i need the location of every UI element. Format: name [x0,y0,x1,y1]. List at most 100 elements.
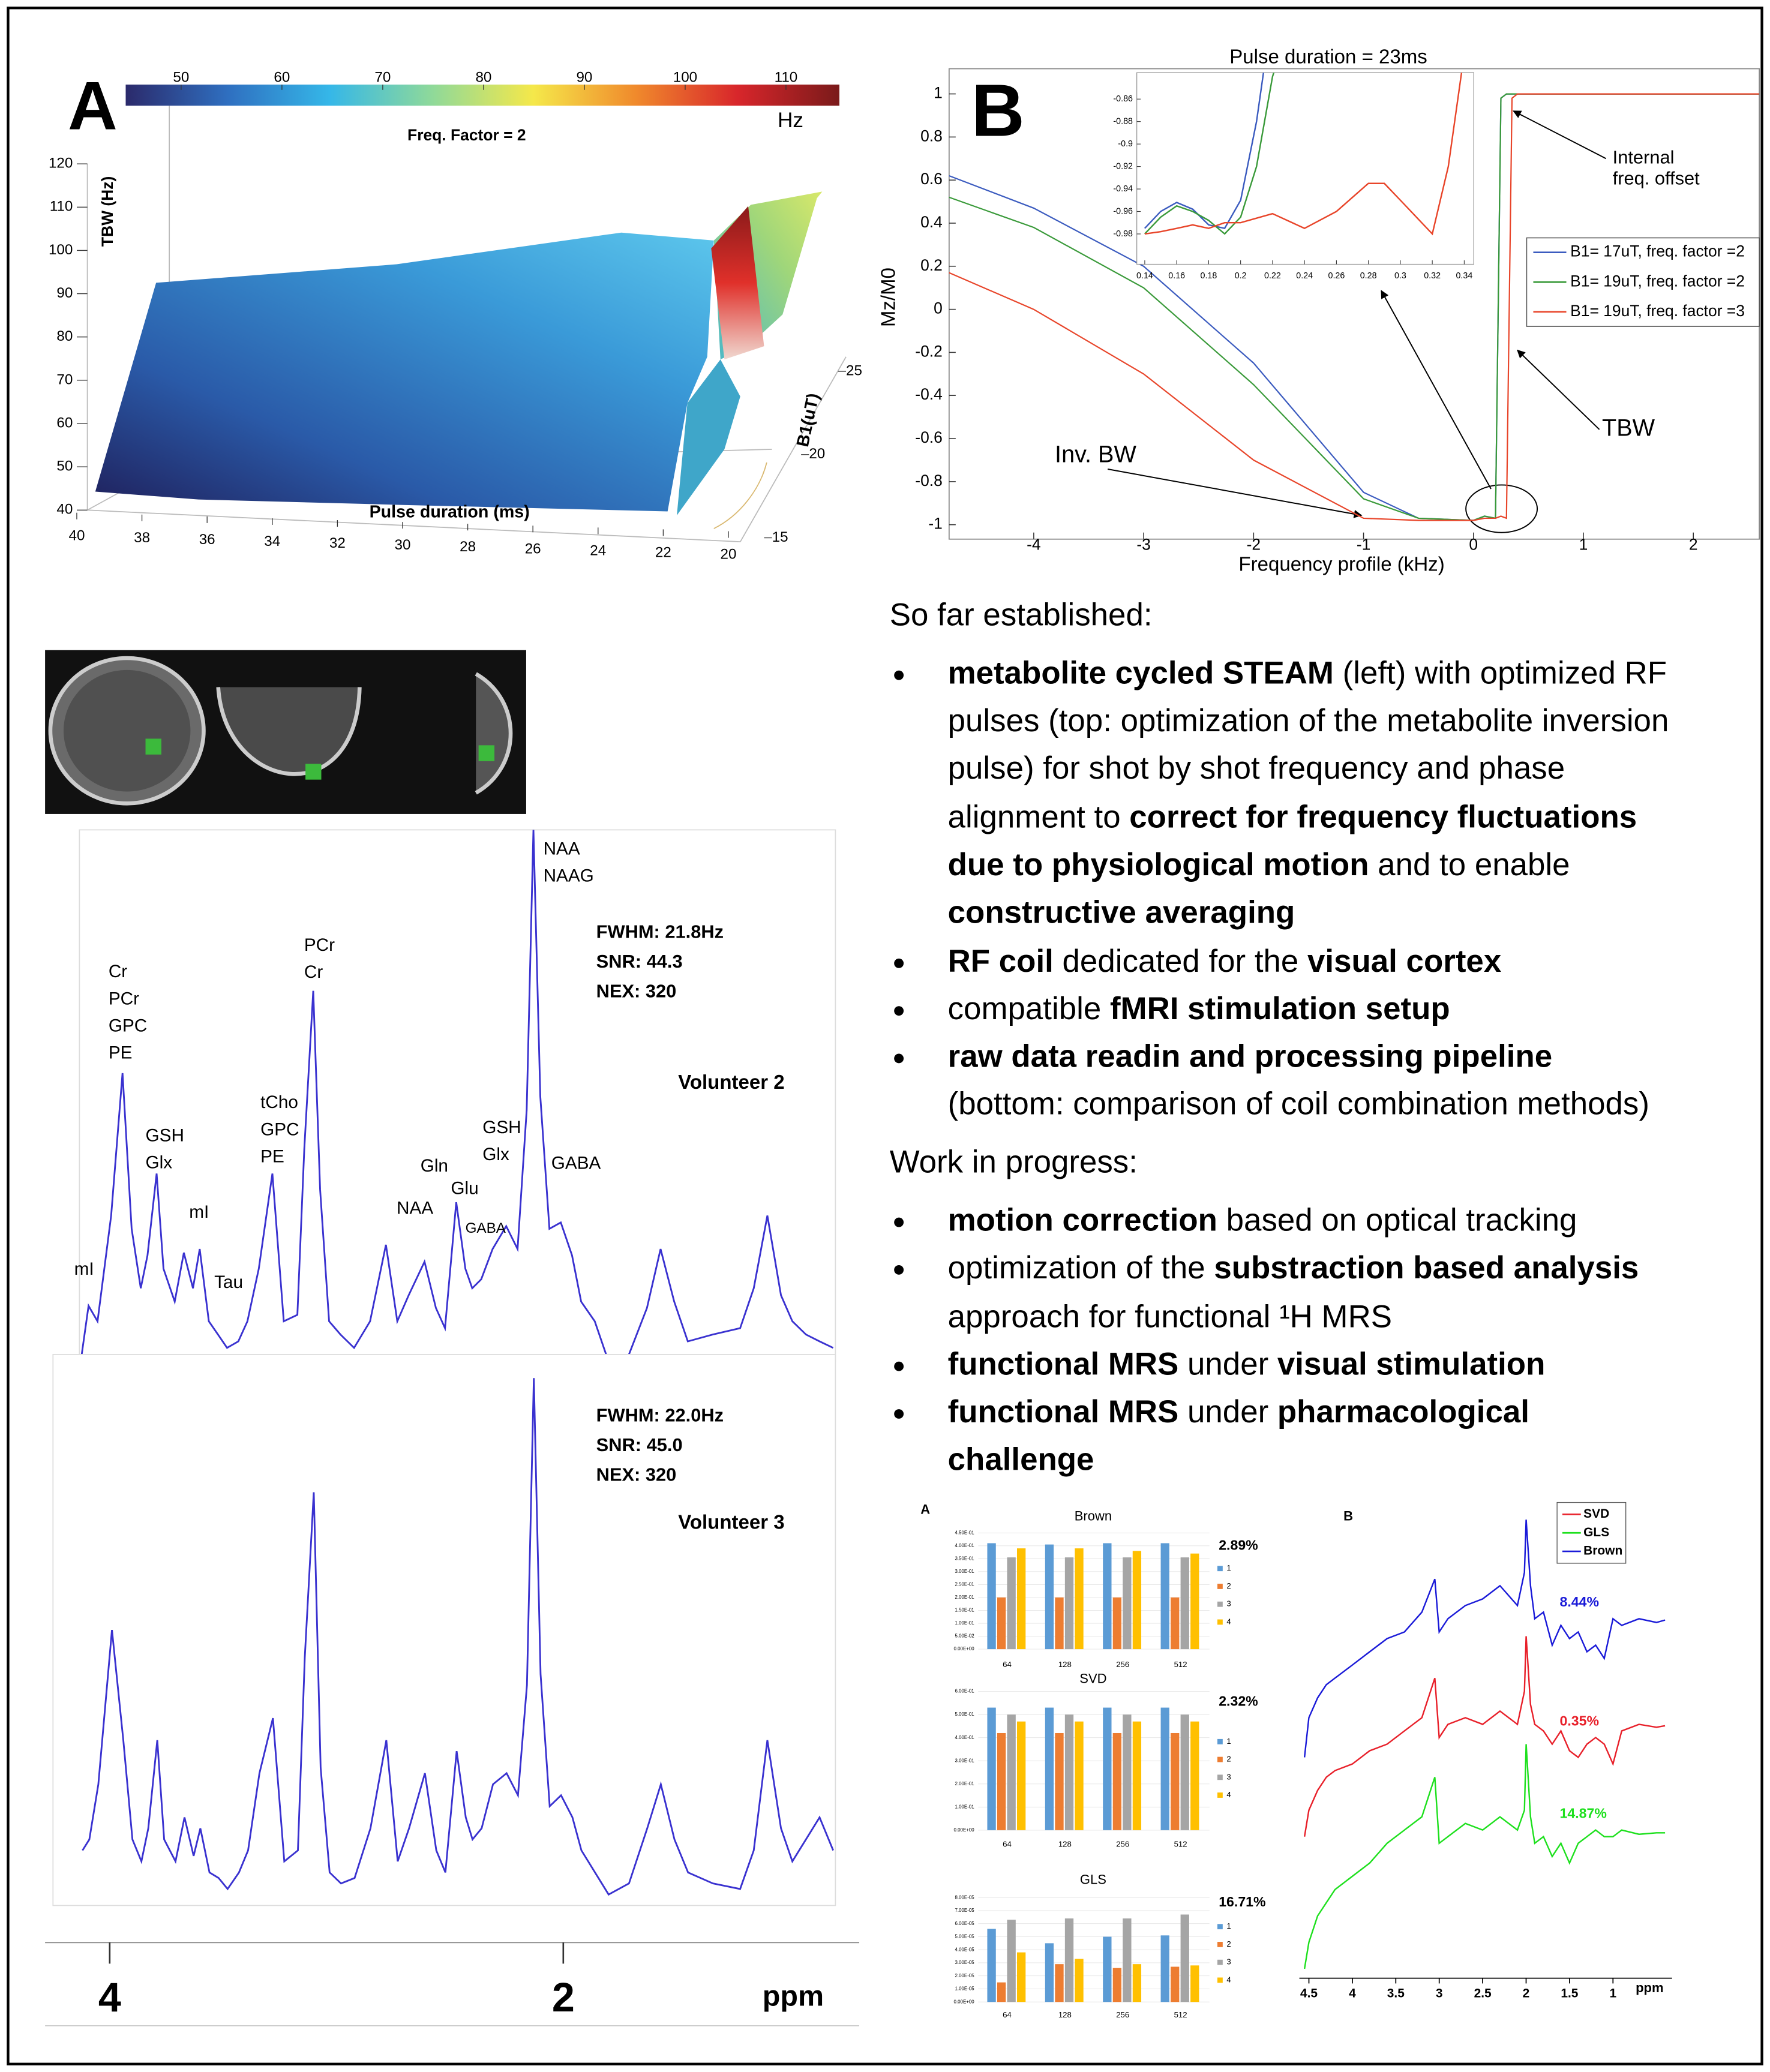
inset-x-tick-label: 0.2 [1235,271,1247,281]
annotation-arrows [1107,110,1607,533]
y-tick-label: 5.00E-01 [955,1711,975,1717]
legend-label: Brown [1583,1544,1622,1558]
bullet-text: compatible fMRI stimulation setup [948,991,1450,1026]
profile-line [949,93,1760,521]
peak-label: mI [74,1259,94,1279]
spectrum-frame [79,829,836,1362]
y-tick-label: -1 [928,515,943,533]
spectrum-stat: FWHM: 21.8Hz [596,921,724,942]
bar [1007,1714,1016,1830]
bar [1075,1548,1084,1650]
y-tick-label: 4.50E-01 [955,1530,975,1535]
inset-line [1144,73,1275,235]
y-axis-label: TBW (Hz) [98,176,116,247]
inset-line [1144,73,1265,230]
bar [1132,1721,1142,1830]
y-tick-label: 40 [56,502,73,518]
inset-x-tick-label: 0.16 [1168,271,1185,281]
legend-label: 3 [1226,1599,1231,1608]
inset-y-tick-label: -0.96 [1113,206,1133,216]
text-run: challenge [948,1442,1094,1477]
bar [987,1707,996,1830]
peak-label: GPC [109,1016,147,1035]
spectrum-label: Volunteer 3 [678,1512,784,1534]
percent-label: 8.44% [1560,1594,1600,1609]
peak-label: mI [189,1202,209,1222]
bar [1171,1732,1180,1830]
bar [1055,1597,1064,1650]
peak-label: Gln [421,1156,448,1176]
legend-label: B1= 19uT, freq. factor =3 [1570,302,1745,320]
bar [987,1929,996,2002]
annotation: freq. offset [1613,168,1700,189]
peak-label: GABA [466,1220,506,1236]
text-run: fMRI stimulation setup [1110,991,1450,1026]
bar [1017,1548,1026,1650]
percent-label: 16.71% [1219,1894,1265,1909]
bar [1064,1714,1074,1830]
bar [1055,1964,1064,2002]
annotation: Internal [1613,146,1675,167]
bar [1064,1918,1074,2002]
bullet-text: motion correction based on optical track… [948,1203,1577,1238]
annotation: Inv. BW [1055,441,1136,467]
mri-images [45,650,526,814]
z-tick-label: 20 [809,446,825,462]
legend-swatch [1217,1756,1223,1762]
bar [997,1597,1006,1650]
peak-label: PCr [109,989,139,1008]
bar [1045,1707,1054,1830]
x-tick-label: 22 [655,545,671,561]
legend-label: 1 [1226,1921,1231,1930]
x-axis-label: Pulse duration (ms) [370,502,530,521]
text-run: (bottom: comparison of coil combination … [948,1086,1649,1122]
x-tick-label: 4.5 [1300,1987,1318,2001]
x-tick-label: 512 [1174,1660,1187,1669]
x-tick-label: 3.5 [1387,1987,1405,2001]
y-tick-label: 0.2 [920,256,943,274]
y-tick-label: 0.00E+00 [954,1999,975,2004]
text-run: dedicated for the [1054,944,1307,979]
legend-label: SVD [1583,1507,1609,1521]
legend-label: 4 [1226,1790,1231,1799]
colorbar-tick-label: 60 [274,69,290,85]
bullet [894,958,904,968]
bullet-text: metabolite cycled STEAM (left) with opti… [948,656,1667,691]
bar [1160,1543,1169,1650]
y-tick-label: 0.6 [920,170,943,188]
inset-frame [1136,72,1475,265]
bullet [894,1053,904,1064]
x-tick-label: 4 [1349,1987,1356,2001]
legend-label: 2 [1226,1581,1231,1590]
chart-title: GLS [1080,1872,1106,1887]
bar [1103,1543,1112,1650]
x-tick-label: -2 [1247,536,1261,554]
legend-swatch [1217,1619,1223,1625]
bullet-text: RF coil dedicated for the visual cortex [948,944,1502,979]
legend-swatch [1217,1924,1223,1930]
bullet-text: functional MRS under visual stimulation [948,1347,1546,1382]
bar [1132,1551,1142,1650]
x-tick-label: 20 [720,546,736,563]
y-tick-label: 8.00E-05 [955,1894,975,1900]
bar [1123,1918,1132,2002]
bar [1190,1721,1199,1830]
peak-label: tCho [260,1092,298,1112]
section-heading: So far established: [890,597,1153,633]
legend-label: 4 [1226,1975,1231,1984]
x-tick-label: 2.5 [1474,1987,1492,2001]
inset-x-tick-label: 0.3 [1394,271,1406,281]
text-run: under [1178,1394,1277,1430]
inset-y-tick-label: -0.86 [1113,94,1133,104]
text-run: pharmacological [1277,1394,1529,1430]
z-tick-label: 15 [772,529,788,545]
bullet [894,1006,904,1016]
x-tick-label: 256 [1116,1840,1129,1849]
x-tick-label: 1 [1609,1987,1616,2001]
bar [1045,1544,1054,1650]
legend-label: B1= 19uT, freq. factor =2 [1570,272,1745,290]
legend-swatch [1217,1959,1223,1965]
x-axis-label: ppm [1636,1980,1663,1995]
y-tick-label: 0 [934,299,943,317]
peak-label: NAAG [544,866,594,885]
